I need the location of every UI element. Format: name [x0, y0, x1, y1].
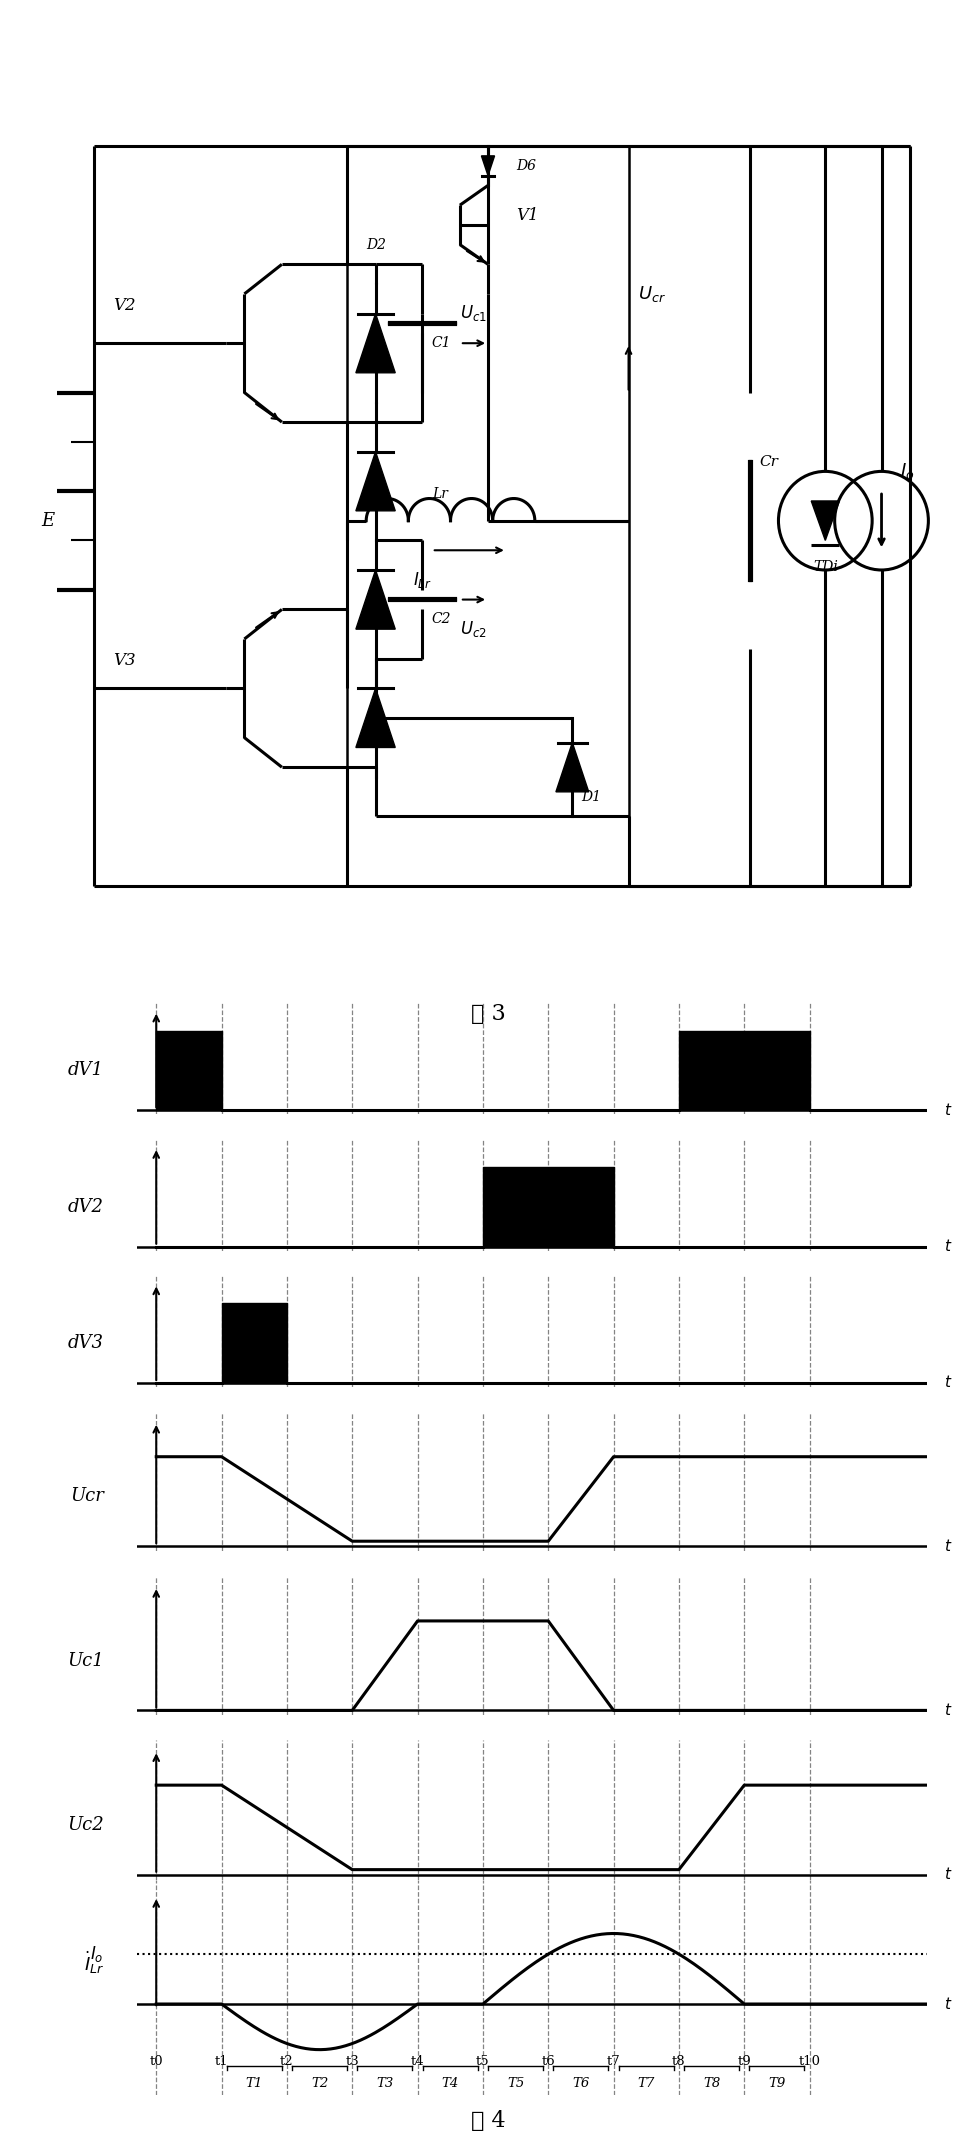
Text: C1: C1	[431, 335, 451, 350]
Text: dV2: dV2	[68, 1197, 104, 1216]
Text: V2: V2	[113, 297, 136, 314]
Text: V3: V3	[113, 651, 136, 668]
Text: $I_o$: $I_o$	[900, 462, 915, 481]
Text: D4: D4	[366, 602, 386, 617]
Text: t: t	[944, 1102, 950, 1117]
Text: T9: T9	[768, 2078, 786, 2091]
Text: $U_{c1}$: $U_{c1}$	[460, 303, 487, 324]
Text: T6: T6	[572, 2078, 590, 2091]
Polygon shape	[356, 688, 395, 748]
Text: t7: t7	[607, 2054, 621, 2069]
Text: t2: t2	[280, 2054, 294, 2069]
Text: C2: C2	[431, 612, 451, 625]
Text: t8: t8	[672, 2054, 686, 2069]
Text: D1: D1	[582, 791, 601, 804]
Text: V1: V1	[516, 206, 539, 223]
Text: t: t	[944, 1996, 950, 2011]
Text: $\dot{I}_{Lr}$: $\dot{I}_{Lr}$	[84, 1949, 104, 1975]
Text: $U_{cr}$: $U_{cr}$	[638, 284, 666, 303]
Polygon shape	[356, 314, 395, 372]
Text: t4: t4	[411, 2054, 425, 2069]
Text: $I_o$: $I_o$	[91, 1945, 104, 1964]
Text: t9: t9	[738, 2054, 752, 2069]
Text: T8: T8	[703, 2078, 720, 2091]
Text: Ucr: Ucr	[70, 1487, 104, 1506]
Text: D2: D2	[366, 239, 386, 251]
Text: t3: t3	[346, 2054, 359, 2069]
Text: 图 3: 图 3	[470, 1004, 506, 1025]
Text: $U_{c2}$: $U_{c2}$	[460, 619, 487, 638]
Text: Uc2: Uc2	[67, 1816, 104, 1833]
Text: D3: D3	[366, 494, 386, 507]
Text: T2: T2	[311, 2078, 328, 2091]
Polygon shape	[356, 569, 395, 630]
Text: $I_{Lr}$: $I_{Lr}$	[413, 569, 431, 591]
Text: T7: T7	[637, 2078, 655, 2091]
Text: t: t	[944, 1867, 950, 1883]
Text: t: t	[944, 1539, 950, 1554]
Polygon shape	[556, 744, 589, 791]
Text: T3: T3	[377, 2078, 393, 2091]
Text: dV3: dV3	[68, 1335, 104, 1352]
Text: E: E	[41, 511, 55, 529]
Text: dV1: dV1	[68, 1062, 104, 1079]
Text: Uc1: Uc1	[67, 1653, 104, 1670]
Text: D6: D6	[516, 159, 536, 172]
Text: t5: t5	[476, 2054, 490, 2069]
Text: D5: D5	[366, 731, 386, 744]
Text: Cr: Cr	[759, 456, 779, 468]
Text: t1: t1	[215, 2054, 228, 2069]
Polygon shape	[356, 451, 395, 511]
Text: t: t	[944, 1702, 950, 1717]
Text: t: t	[944, 1240, 950, 1255]
Text: t10: t10	[798, 2054, 821, 2069]
Text: 图 4: 图 4	[470, 2110, 506, 2132]
Text: TDi: TDi	[813, 561, 837, 574]
Text: T1: T1	[246, 2078, 263, 2091]
Text: T5: T5	[507, 2078, 524, 2091]
Text: Lr: Lr	[431, 488, 448, 501]
Polygon shape	[481, 157, 495, 176]
Text: T4: T4	[441, 2078, 459, 2091]
Polygon shape	[811, 501, 839, 539]
Text: t0: t0	[149, 2054, 163, 2069]
Text: t: t	[944, 1375, 950, 1390]
Text: t6: t6	[542, 2054, 555, 2069]
